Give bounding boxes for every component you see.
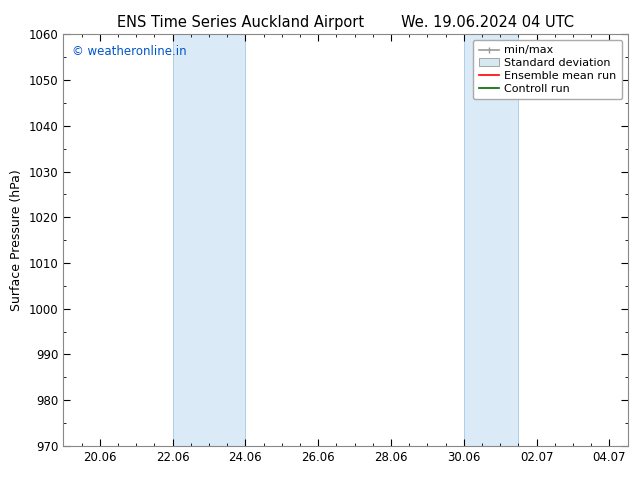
Title: ENS Time Series Auckland Airport        We. 19.06.2024 04 UTC: ENS Time Series Auckland Airport We. 19.… (117, 15, 574, 30)
Y-axis label: Surface Pressure (hPa): Surface Pressure (hPa) (10, 169, 23, 311)
Bar (172, 34, 245, 446)
Bar (464, 34, 519, 446)
Legend: min/max, Standard deviation, Ensemble mean run, Controll run: min/max, Standard deviation, Ensemble me… (473, 40, 622, 99)
Text: © weatheronline.in: © weatheronline.in (72, 45, 186, 58)
